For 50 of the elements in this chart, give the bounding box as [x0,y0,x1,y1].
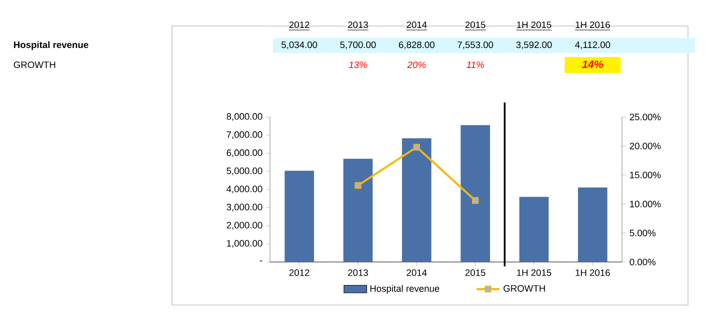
y-tick-label: - [260,260,262,262]
data-label: 7,553.00 [458,41,494,50]
text: GROWTH [14,61,56,68]
y-tick-label: 5,000.00 [226,168,262,176]
y2-tick-label: 0.00% [630,258,656,266]
category-label: 2012 [289,21,310,28]
y2-tick-label: 5.00% [630,230,656,236]
data-label: 4,112.00 [575,41,610,50]
text: Hospital revenue [14,41,88,50]
y2-tick-label: 20.00% [630,142,661,150]
y-tick-label: 1,000.00 [227,240,262,248]
bar [460,125,490,262]
category-label: 2014 [406,21,427,28]
y2-tick-label: 25.00% [630,114,661,120]
data-label: 5,700.00 [340,41,376,50]
data-label: 13% [348,61,367,68]
text: 14% [582,60,604,68]
data-label: 5,034.00 [282,41,318,50]
bar [343,158,373,262]
category-label: 1H 2015 [517,21,552,28]
x-tick-label: 2014 [406,269,427,276]
legend-label: Hospital revenue [370,285,440,294]
y2-tick-label: 10.00% [630,200,661,208]
point [413,144,420,150]
category-label: 2013 [348,21,368,28]
bar [402,138,432,262]
bar [284,170,314,262]
data-label: 3,592.00 [516,41,552,50]
legend-label: GROWTH [504,285,545,292]
y-tick-label: 4,000.00 [226,186,262,194]
point [354,182,362,189]
x-tick-label: 2013 [348,269,368,276]
x-tick-label: 1H 2016 [576,269,610,276]
y-tick-label: 7,000.00 [226,131,262,139]
bar [578,187,608,262]
bar [519,196,549,262]
y-tick-label: 3,000.00 [226,204,262,212]
x-tick-label: 1H 2015 [517,269,552,276]
y-tick-label: 8,000.00 [226,113,262,121]
x-tick-label: 2015 [465,269,486,276]
x-tick-label: 2012 [289,269,310,276]
data-label: 20% [407,61,426,68]
data-label: 11% [466,62,484,68]
point [472,197,479,204]
y-tick-label: 2,000.00 [226,222,262,230]
category-label: 1H 2016 [576,21,610,28]
data-label: 6,828.00 [398,41,434,50]
y2-tick-label: 15.00% [630,172,661,178]
y-tick-label: 6,000.00 [226,149,262,158]
category-label: 2015 [465,21,486,28]
